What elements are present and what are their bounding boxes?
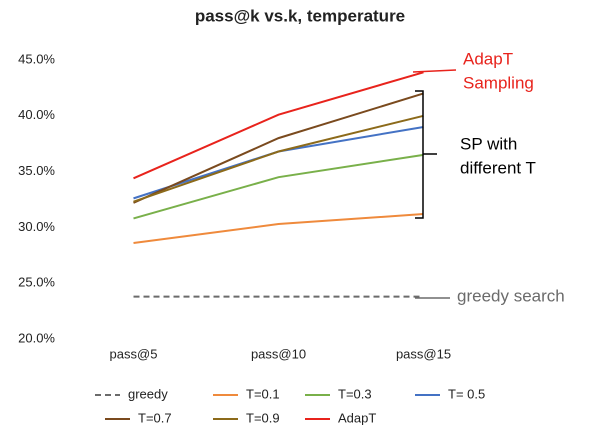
line	[133, 92, 424, 204]
legend-label: T= 0.5	[448, 386, 485, 401]
line	[133, 153, 424, 220]
legend-label: T=0.7	[138, 410, 172, 425]
annotation: different T	[460, 158, 536, 177]
x-tick-label: pass@10	[251, 346, 306, 361]
annotation-bracket	[415, 90, 437, 219]
annotation: Sampling	[463, 73, 534, 92]
line	[133, 213, 424, 245]
annotation: AdapT	[463, 49, 513, 68]
annotation-pointer	[412, 69, 457, 73]
y-tick-label: 40.0%	[18, 107, 55, 122]
y-tick-label: 45.0%	[18, 51, 55, 66]
legend-label: T=0.1	[246, 386, 280, 401]
y-tick-label: 30.0%	[18, 219, 55, 234]
legend-label: T=0.9	[246, 410, 280, 425]
annotation: SP with	[460, 134, 517, 153]
y-tick-label: 25.0%	[18, 275, 55, 290]
y-tick-label: 35.0%	[18, 163, 55, 178]
x-tick-label: pass@15	[396, 346, 451, 361]
legend-label: greedy	[128, 386, 168, 401]
line	[133, 114, 424, 203]
chart-title: pass@k vs.k, temperature	[195, 6, 405, 25]
x-tick-label: pass@5	[110, 346, 158, 361]
legend-label: AdapT	[338, 410, 376, 425]
legend-label: T=0.3	[338, 386, 372, 401]
y-tick-label: 20.0%	[18, 330, 55, 345]
line	[133, 71, 424, 180]
annotation: greedy search	[457, 286, 565, 305]
